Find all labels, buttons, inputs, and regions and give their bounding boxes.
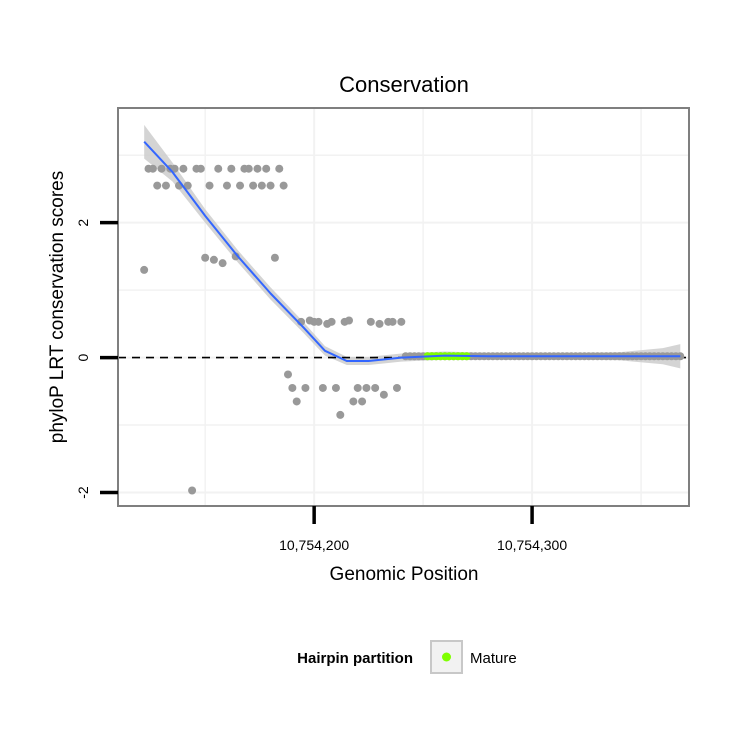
hairpin-point xyxy=(292,397,301,406)
hairpin-point xyxy=(392,383,401,392)
hairpin-point xyxy=(388,317,397,326)
hairpin-point xyxy=(227,164,236,173)
hairpin-point xyxy=(205,181,214,190)
legend-mature-label: Mature xyxy=(470,650,517,667)
hairpin-point xyxy=(218,259,227,268)
hairpin-point xyxy=(148,164,157,173)
hairpin-point xyxy=(196,164,205,173)
hairpin-point xyxy=(257,181,266,190)
x-tick-label: 10,754,200 xyxy=(279,537,349,553)
y-tick-label: 0 xyxy=(75,353,91,361)
hairpin-point xyxy=(331,383,340,392)
hairpin-point xyxy=(314,317,323,326)
hairpin-point xyxy=(253,164,262,173)
hairpin-point xyxy=(379,390,388,399)
hairpin-point xyxy=(140,265,149,274)
hairpin-point xyxy=(349,397,358,406)
hairpin-point xyxy=(270,253,279,262)
hairpin-point xyxy=(288,383,297,392)
hairpin-point xyxy=(327,317,336,326)
legend: Hairpin partition Mature xyxy=(297,640,517,674)
chart-title: Conservation xyxy=(339,72,469,97)
y-axis-title: phyloP LRT conservation scores xyxy=(47,171,68,444)
hairpin-point xyxy=(183,181,192,190)
hairpin-point xyxy=(157,164,166,173)
hairpin-point xyxy=(244,164,253,173)
x-axis-title: Genomic Position xyxy=(330,564,479,585)
y-tick-label: -2 xyxy=(75,486,91,499)
hairpin-point xyxy=(336,410,345,419)
hairpin-point xyxy=(353,383,362,392)
smooth-curve-layer xyxy=(143,141,681,362)
hairpin-point xyxy=(214,164,223,173)
hairpin-point xyxy=(266,181,275,190)
hairpin-point xyxy=(209,255,218,264)
hairpin-point xyxy=(301,383,310,392)
smooth-curve xyxy=(143,141,681,362)
hairpin-point xyxy=(249,181,258,190)
hairpin-point xyxy=(262,164,271,173)
hairpin-point xyxy=(236,181,245,190)
hairpin-point xyxy=(179,164,188,173)
hairpin-point xyxy=(170,164,179,173)
legend-title: Hairpin partition xyxy=(297,650,413,667)
y-tick-label: 2 xyxy=(75,219,91,227)
hairpin-point xyxy=(283,370,292,379)
hairpin-point xyxy=(375,319,384,328)
hairpin-point xyxy=(201,253,210,262)
hairpin-point xyxy=(345,316,354,325)
hairpin-point xyxy=(318,383,327,392)
hairpin-point xyxy=(371,383,380,392)
hairpin-point xyxy=(397,317,406,326)
axis-ticks: 10,754,200 10,754,300 -2 0 2 xyxy=(75,219,567,553)
hairpin-point xyxy=(161,181,170,190)
hairpin-point xyxy=(222,181,231,190)
hairpin-point xyxy=(358,397,367,406)
hairpin-point xyxy=(275,164,284,173)
hairpin-point xyxy=(366,317,375,326)
legend-mature-marker xyxy=(442,652,451,662)
hairpin-point xyxy=(153,181,162,190)
hairpin-point xyxy=(362,383,371,392)
grid-lines xyxy=(118,108,689,506)
panel-border xyxy=(117,107,690,507)
hairpin-point xyxy=(188,486,197,495)
hairpin-point xyxy=(279,181,288,190)
x-tick-label: 10,754,300 xyxy=(497,537,567,553)
hairpin-point xyxy=(231,252,240,261)
